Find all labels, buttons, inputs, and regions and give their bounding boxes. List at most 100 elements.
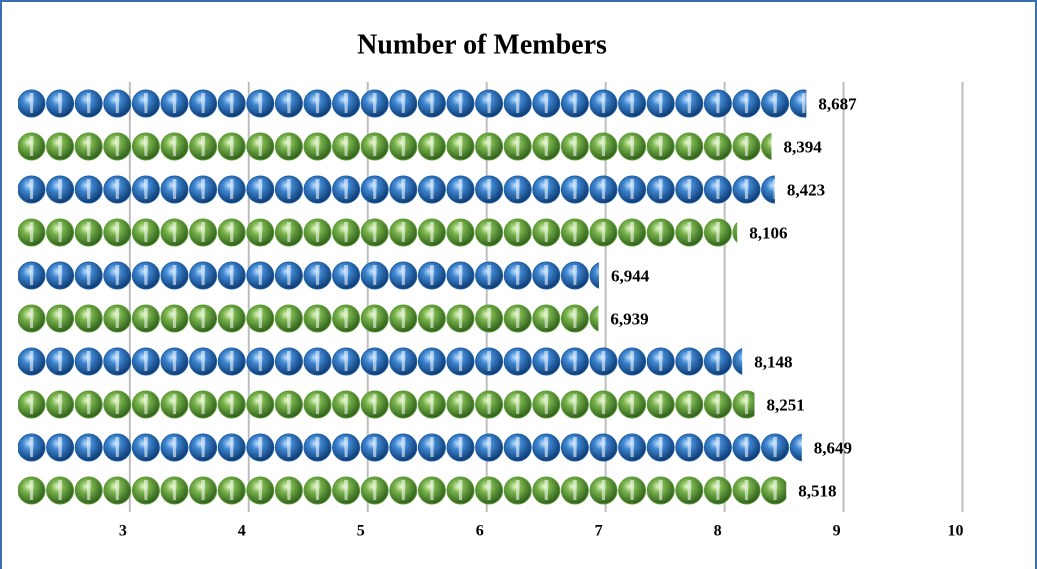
icon-detail — [86, 394, 91, 414]
icon-detail — [572, 437, 577, 457]
icon-detail — [344, 136, 349, 156]
icon-detail — [258, 394, 263, 414]
icon-detail — [372, 308, 377, 328]
icon-detail — [172, 394, 177, 414]
icon-detail — [744, 480, 749, 500]
icon-detail — [201, 480, 206, 500]
icon-detail — [115, 222, 120, 242]
icon-detail — [315, 265, 320, 285]
icon-detail — [86, 480, 91, 500]
icon-detail — [687, 136, 692, 156]
icon-detail — [773, 480, 778, 500]
icon-detail — [401, 93, 406, 113]
chart-title: Number of Members — [357, 29, 607, 60]
icon-detail — [86, 308, 91, 328]
icon-detail — [229, 480, 234, 500]
icon-detail — [572, 136, 577, 156]
icon-detail — [315, 179, 320, 199]
icon-detail — [286, 437, 291, 457]
icon-detail — [86, 179, 91, 199]
icon-detail — [372, 93, 377, 113]
value-label: 6,939 — [610, 309, 648, 328]
icon-detail — [258, 351, 263, 371]
icon-detail — [115, 480, 120, 500]
value-label: 8,394 — [783, 137, 822, 156]
icon-detail — [143, 179, 148, 199]
icon — [732, 348, 743, 375]
icon-detail — [601, 179, 606, 199]
icon-detail — [687, 93, 692, 113]
icon-detail — [429, 308, 434, 328]
icon-detail — [458, 222, 463, 242]
icon-detail — [201, 222, 206, 242]
icon-detail — [658, 93, 663, 113]
icon-detail — [58, 222, 63, 242]
icon-detail — [143, 437, 148, 457]
icon-detail — [401, 351, 406, 371]
bar — [18, 476, 787, 505]
icon-detail — [773, 179, 775, 199]
icon-detail — [544, 480, 549, 500]
icon-detail — [744, 394, 749, 414]
icon-detail — [429, 136, 434, 156]
icon-detail — [630, 480, 635, 500]
icon-detail — [172, 437, 177, 457]
icon — [761, 175, 775, 204]
icon-detail — [143, 222, 148, 242]
icon-detail — [515, 480, 520, 500]
icon-detail — [229, 351, 234, 371]
icon-detail — [58, 308, 63, 328]
icon-detail — [658, 437, 663, 457]
icon-detail — [601, 93, 606, 113]
icon-detail — [429, 179, 434, 199]
icon-detail — [429, 265, 434, 285]
icon-detail — [601, 222, 606, 242]
icon-detail — [29, 93, 34, 113]
icon-detail — [258, 437, 263, 457]
icon-detail — [58, 351, 63, 371]
icon-detail — [572, 179, 577, 199]
icon-detail — [58, 136, 63, 156]
icon-detail — [315, 308, 320, 328]
icon-detail — [86, 265, 91, 285]
icon-detail — [229, 308, 234, 328]
icon-detail — [201, 351, 206, 371]
bar — [18, 347, 743, 376]
icon-detail — [315, 480, 320, 500]
icon-detail — [315, 136, 320, 156]
icon-detail — [487, 351, 492, 371]
x-tick-label: 5 — [357, 523, 365, 540]
icon-detail — [458, 308, 463, 328]
bar — [18, 175, 775, 204]
icon-detail — [372, 394, 377, 414]
icon-detail — [544, 394, 549, 414]
icon-detail — [29, 136, 34, 156]
icon-detail — [201, 179, 206, 199]
icon-detail — [658, 179, 663, 199]
icon-detail — [286, 308, 291, 328]
bar — [18, 132, 772, 161]
icon-detail — [744, 437, 749, 457]
icon-detail — [201, 437, 206, 457]
icon-detail — [601, 394, 606, 414]
icon-detail — [458, 394, 463, 414]
icon-detail — [487, 265, 492, 285]
icon-detail — [515, 136, 520, 156]
icon-detail — [201, 308, 206, 328]
icon-detail — [172, 93, 177, 113]
icon-detail — [601, 480, 606, 500]
icon-detail — [572, 351, 577, 371]
value-label: 8,687 — [818, 94, 857, 113]
icon-detail — [773, 437, 778, 457]
icon-detail — [143, 351, 148, 371]
icon-detail — [401, 394, 406, 414]
icon-detail — [658, 480, 663, 500]
icon-detail — [487, 308, 492, 328]
icon-detail — [372, 351, 377, 371]
x-tick-label: 6 — [476, 523, 484, 540]
icon-detail — [143, 394, 148, 414]
icon-detail — [630, 222, 635, 242]
icon-detail — [630, 93, 635, 113]
value-label: 6,944 — [611, 266, 650, 285]
icon-detail — [401, 308, 406, 328]
